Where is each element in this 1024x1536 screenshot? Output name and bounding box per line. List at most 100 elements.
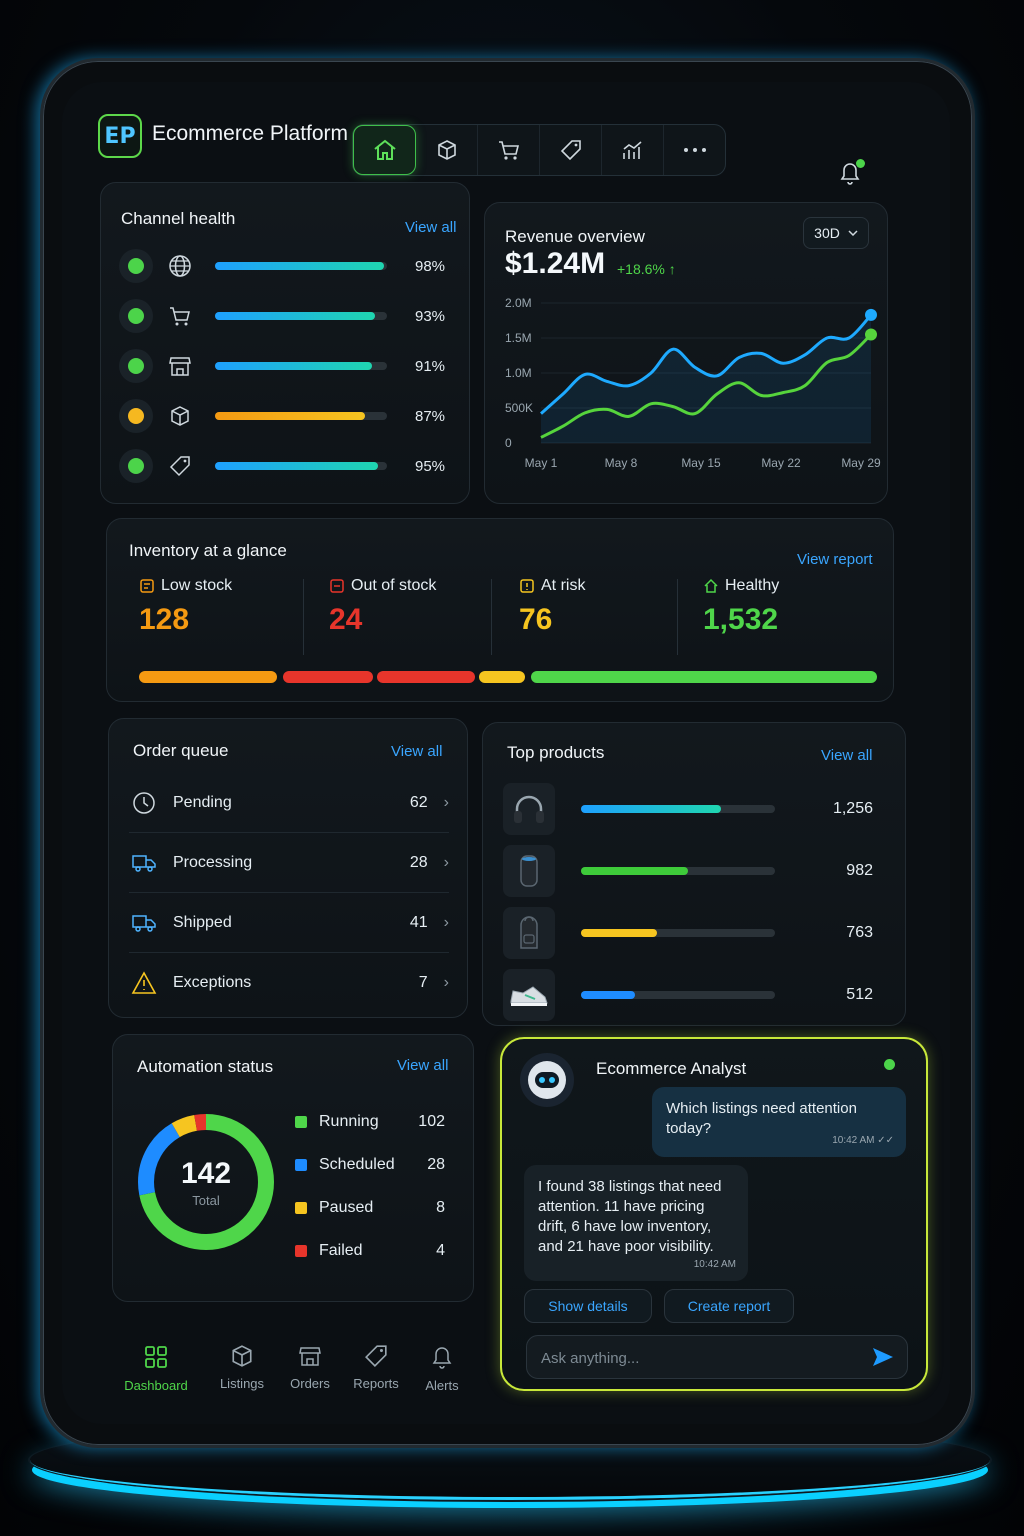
product-row[interactable]: 512: [503, 967, 873, 1023]
range-value: 30D: [814, 225, 840, 241]
icon-wrap: [129, 791, 159, 815]
channel-row[interactable]: 93%: [119, 299, 449, 333]
nav-analytics[interactable]: [602, 125, 664, 175]
product-sales: 763: [846, 924, 873, 941]
inventory-value: 24: [329, 603, 363, 636]
product-sales: 982: [846, 862, 873, 879]
bottom-nav-dashboard[interactable]: Dashboard: [118, 1344, 194, 1393]
inventory-label-row: Out of stock: [329, 577, 436, 595]
channel-icon-wrap: [165, 405, 195, 427]
create-report-button[interactable]: Create report: [664, 1289, 794, 1323]
product-sales: 1,256: [832, 800, 873, 817]
inventory-card: Inventory at a glance View report Low st…: [106, 518, 894, 702]
legend-value: 8: [436, 1199, 445, 1216]
bar-track: [581, 991, 775, 999]
nav-products[interactable]: [416, 125, 478, 175]
automation-total-label: Total: [192, 1193, 220, 1208]
card-title: Order queue: [133, 741, 229, 760]
legend-item: Failed 4: [295, 1242, 445, 1260]
revenue-change: +18.6% ↑: [617, 261, 676, 277]
app-title: Ecommerce Platform: [152, 122, 349, 145]
nav-home[interactable]: [353, 125, 416, 175]
nav-cart[interactable]: [478, 125, 540, 175]
top-products-card: Top products View all 1,256 982 763 512: [482, 722, 906, 1026]
bar-fill: [215, 462, 379, 470]
out-of-stock-icon: [330, 579, 344, 593]
bar-track: [581, 805, 775, 813]
order-status-row[interactable]: Pending 62 ›: [129, 773, 449, 833]
box-icon: [171, 406, 189, 426]
channel-row[interactable]: 87%: [119, 399, 449, 433]
tag-icon: [560, 140, 581, 161]
at-risk-icon: [520, 579, 534, 593]
order-status-row[interactable]: Shipped 41 ›: [129, 893, 449, 953]
bottom-nav-listings[interactable]: Listings: [204, 1344, 280, 1391]
view-report-link[interactable]: View report: [797, 551, 873, 568]
app-logo: EP: [98, 114, 142, 158]
out-of-stock-bar: [377, 671, 475, 683]
bottom-nav-label: Orders: [290, 1376, 330, 1391]
chevron-right-icon: ›: [443, 913, 449, 931]
order-status-row[interactable]: Processing 28 ›: [129, 833, 449, 893]
divider: [491, 579, 492, 655]
inventory-stat[interactable]: Out of stock 24: [329, 577, 436, 637]
legend-swatch: [295, 1245, 307, 1257]
status-dot-ring: [119, 399, 153, 433]
order-status-label: Pending: [173, 793, 232, 811]
nav-more[interactable]: [664, 125, 725, 175]
send-icon[interactable]: [871, 1346, 895, 1368]
inventory-label-row: At risk: [519, 577, 585, 595]
status-dot: [128, 458, 144, 474]
product-row[interactable]: 982: [503, 843, 873, 899]
order-queue-card: Order queue View all Pending 62 › Proces…: [108, 718, 468, 1018]
healthy-bar: [531, 671, 877, 683]
bot-message: I found 38 listings that need attention.…: [538, 1178, 722, 1255]
headphones-icon: [514, 795, 544, 823]
tag-icon: [365, 1345, 387, 1367]
nav-tags[interactable]: [540, 125, 602, 175]
x-tick-label: May 22: [761, 456, 801, 470]
donut-center: 142 Total: [131, 1157, 281, 1208]
donut-slice: [138, 1114, 274, 1250]
icon-wrap: [129, 853, 159, 873]
view-all-link[interactable]: View all: [391, 743, 443, 760]
chat-input[interactable]: [541, 1346, 861, 1370]
channel-row[interactable]: 98%: [119, 249, 449, 283]
legend-item: Running 102: [295, 1113, 445, 1131]
channel-row[interactable]: 95%: [119, 449, 449, 483]
order-status-label: Shipped: [173, 913, 232, 931]
truck-icon: [132, 914, 156, 932]
product-sales: 512: [846, 986, 873, 1003]
automation-total: 142: [180, 1157, 232, 1190]
product-row[interactable]: 763: [503, 905, 873, 961]
home-icon: [373, 139, 396, 160]
inventory-stat[interactable]: Healthy 1,532: [703, 577, 779, 637]
legend-value: 4: [436, 1242, 445, 1259]
view-all-link[interactable]: View all: [405, 219, 457, 236]
order-status-row[interactable]: Exceptions 7 ›: [129, 953, 449, 1013]
order-status-count: 28: [409, 853, 428, 871]
bottom-nav-alerts[interactable]: Alerts: [404, 1344, 480, 1393]
view-all-link[interactable]: View all: [821, 747, 873, 764]
bell-icon[interactable]: [838, 160, 862, 186]
range-select[interactable]: 30D: [803, 217, 869, 249]
legend-swatch: [295, 1116, 307, 1128]
order-status-count: 7: [418, 974, 428, 991]
product-row[interactable]: 1,256: [503, 781, 873, 837]
product-thumbnail: [503, 845, 555, 897]
inventory-stat[interactable]: Low stock 128: [139, 577, 232, 637]
channel-icon-wrap: [165, 355, 195, 377]
legend-item: Paused 8: [295, 1199, 445, 1217]
automation-card: Automation status View all 142 Total Run…: [112, 1034, 474, 1302]
show-details-button[interactable]: Show details: [524, 1289, 652, 1323]
view-all-link[interactable]: View all: [397, 1057, 449, 1074]
bottom-nav-orders[interactable]: Orders: [272, 1344, 348, 1391]
analyst-chat-card: Ecommerce Analyst Which listings need at…: [500, 1037, 928, 1391]
inventory-label-row: Low stock: [139, 577, 232, 595]
chevron-down-icon: [848, 230, 858, 236]
channel-row[interactable]: 91%: [119, 349, 449, 383]
bar-fill: [215, 412, 365, 420]
bar-fill: [215, 312, 375, 320]
inventory-stat[interactable]: At risk 76: [519, 577, 585, 637]
bottom-nav-reports[interactable]: Reports: [338, 1344, 414, 1391]
